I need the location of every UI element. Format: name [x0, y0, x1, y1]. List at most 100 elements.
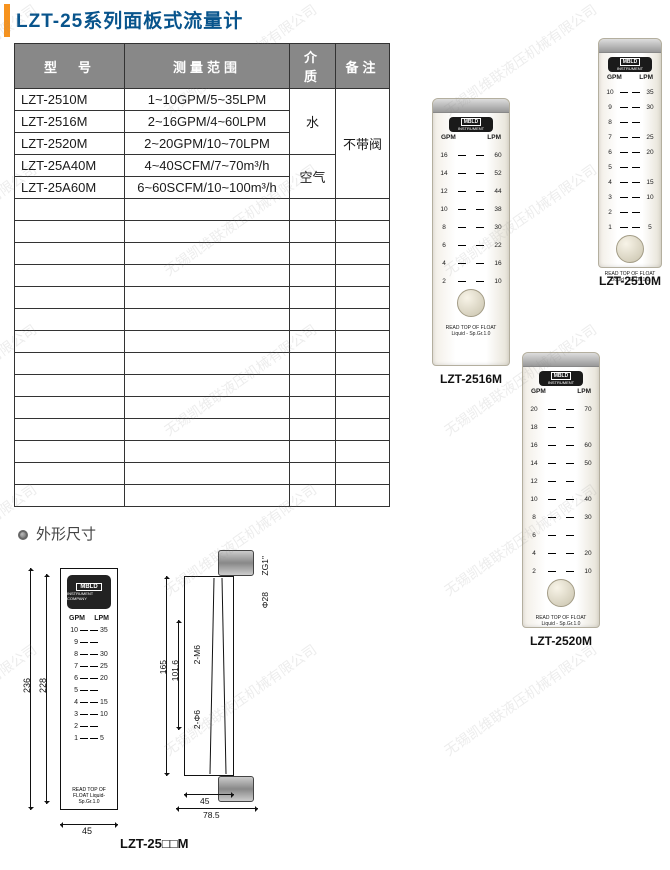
cell-empty — [290, 265, 336, 287]
cell-empty — [125, 265, 290, 287]
cell-empty — [125, 221, 290, 243]
cell-medium: 空气 — [290, 155, 336, 199]
grad-row: 420 — [523, 550, 599, 557]
cell-empty — [290, 331, 336, 353]
cell-empty — [15, 397, 125, 419]
cell-range: 1~10GPM/5~35LPM — [125, 89, 290, 111]
dim-line-165 — [166, 576, 167, 776]
table-row — [15, 199, 390, 221]
cell-empty — [125, 441, 290, 463]
cell-empty — [290, 309, 336, 331]
unit-row: GPMLPM — [433, 134, 509, 141]
dim-2phi6: 2-Φ6 — [192, 710, 202, 729]
grad-row: 1035 — [67, 627, 111, 634]
float-bulb — [457, 289, 485, 317]
cell-empty — [336, 243, 390, 265]
table-row — [15, 287, 390, 309]
cell-range: 2~20GPM/10~70LPM — [125, 133, 290, 155]
dim-phi28: Φ28 — [260, 592, 270, 608]
spec-table: 型 号 测量范围 介质 备注 LZT-2510M1~10GPM/5~35LPM水… — [14, 43, 390, 507]
cell-empty — [290, 397, 336, 419]
dim-zg1: ZG1" — [260, 556, 270, 576]
brand-plate: MBLD INSTRUMENT COMPANY — [67, 575, 111, 609]
grad-row: 6 — [523, 532, 599, 539]
grad-row: 930 — [599, 104, 661, 111]
cell-empty — [290, 221, 336, 243]
cell-empty — [336, 265, 390, 287]
cell-empty — [125, 485, 290, 507]
th-model: 型 号 — [15, 44, 125, 89]
cell-empty — [125, 397, 290, 419]
float-bulb — [616, 235, 644, 263]
grad-row: 415 — [67, 699, 111, 706]
grad-row: 620 — [67, 675, 111, 682]
grad-row: 2070 — [523, 406, 599, 413]
grad-row: 830 — [523, 514, 599, 521]
table-row — [15, 441, 390, 463]
dim-line-45 — [60, 824, 118, 825]
grad-row: 622 — [433, 242, 509, 249]
grad-row: 1450 — [523, 460, 599, 467]
brand-plate: MBLDINSTRUMENT — [539, 371, 583, 386]
photo-footnote: READ TOP OF FLOATLiquid - Sp.Gr.1.0 — [523, 613, 599, 631]
table-row — [15, 221, 390, 243]
brand: MBLD — [76, 583, 101, 591]
grad-row: 9 — [67, 639, 111, 646]
cap-top — [523, 353, 599, 367]
brand-plate: MBLDINSTRUMENT — [449, 117, 493, 132]
grad-row: 1660 — [433, 152, 509, 159]
cell-empty — [15, 287, 125, 309]
spec-thead: 型 号 测量范围 介质 备注 — [15, 44, 390, 89]
grad-row: 5 — [67, 687, 111, 694]
cell-empty — [125, 419, 290, 441]
cell-empty — [336, 463, 390, 485]
grad-row: 18 — [523, 424, 599, 431]
brand-plate: MBLDINSTRUMENT — [608, 57, 652, 72]
page-title: LZT-25系列面板式流量计 — [4, 4, 670, 37]
th-notes: 备注 — [336, 44, 390, 89]
cell-empty — [125, 309, 290, 331]
cell-empty — [336, 375, 390, 397]
dim-1016: 101.6 — [170, 660, 180, 681]
table-row: LZT-2510M1~10GPM/5~35LPM水不带阀 — [15, 89, 390, 111]
photo-2520: MBLDINSTRUMENTGPMLPM20701816601450121040… — [522, 352, 600, 648]
grad-row: 1038 — [433, 206, 509, 213]
table-row: LZT-25A40M4~40SCFM/7~70m³/h空气 — [15, 155, 390, 177]
cell-medium: 水 — [290, 89, 336, 155]
cell-empty — [125, 199, 290, 221]
table-row — [15, 419, 390, 441]
unit-right: LPM — [94, 615, 109, 622]
photo-footnote: READ TOP OF FLOATLiquid - Sp.Gr.1.0 — [433, 323, 509, 341]
grad-row: 15 — [599, 224, 661, 231]
dim-45: 45 — [82, 826, 92, 836]
dim-line-45s — [184, 794, 234, 795]
cell-range: 4~40SCFM/7~70m³/h — [125, 155, 290, 177]
cell-model: LZT-2510M — [15, 89, 125, 111]
cell-empty — [336, 419, 390, 441]
grad-row: 310 — [599, 194, 661, 201]
table-row — [15, 353, 390, 375]
cell-empty — [290, 353, 336, 375]
cell-empty — [336, 309, 390, 331]
front-view: 236 228 MBLD INSTRUMENT COMPANY GPM LPM … — [60, 568, 118, 810]
grad-row: 1040 — [523, 496, 599, 503]
th-medium: 介质 — [290, 44, 336, 89]
unit-row: GPM LPM — [67, 615, 111, 622]
cell-empty — [125, 243, 290, 265]
grad-row: 15 — [67, 735, 111, 742]
cell-model: LZT-2516M — [15, 111, 125, 133]
photo-2516: MBLDINSTRUMENTGPMLPM16601452124410388306… — [432, 98, 510, 386]
scale-zone: GPM LPM 103598307256205415310215 — [67, 615, 111, 791]
table-row — [15, 331, 390, 353]
cell-empty — [15, 419, 125, 441]
cap-top — [599, 39, 661, 53]
cell-range: 2~16GPM/4~60LPM — [125, 111, 290, 133]
unit-left: GPM — [69, 615, 85, 622]
photo-footnote: READ TOP OF FLOATLiquid - Sp.Gr.1.0 — [599, 269, 661, 287]
grad-row: 725 — [67, 663, 111, 670]
cell-empty — [15, 375, 125, 397]
cell-empty — [290, 419, 336, 441]
cell-empty — [15, 463, 125, 485]
table-row — [15, 243, 390, 265]
grad-row: 210 — [523, 568, 599, 575]
